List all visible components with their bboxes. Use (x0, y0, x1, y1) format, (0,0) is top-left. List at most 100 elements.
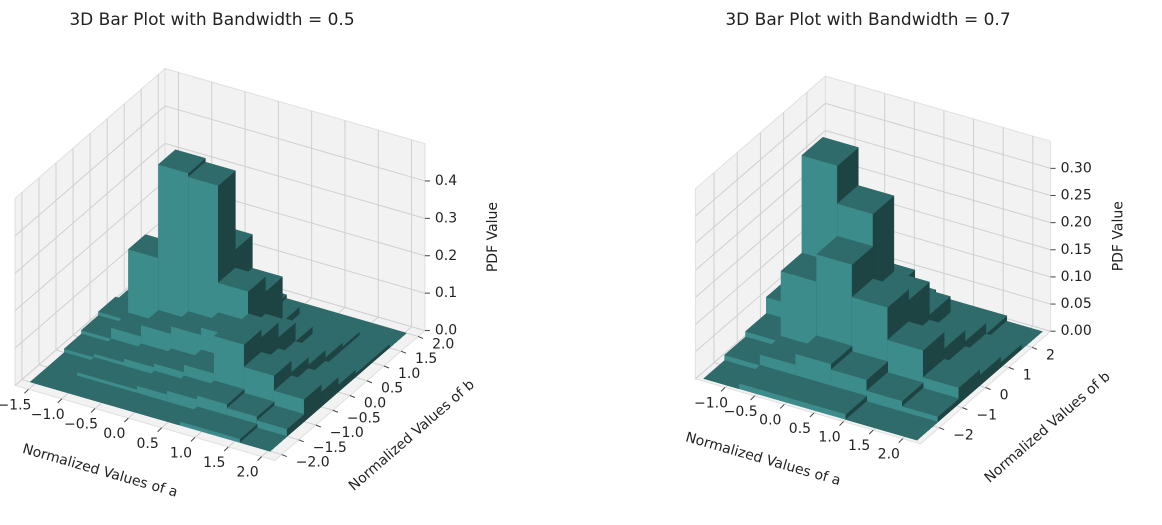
x-tick (190, 437, 196, 442)
y-tick-label: 0.5 (381, 381, 403, 397)
y-tick-label: 1.0 (398, 366, 420, 382)
bar-top (795, 335, 853, 365)
x-tick (257, 456, 262, 461)
y-tick-label: −1.0 (330, 425, 364, 441)
y-tick-label: 2 (1046, 347, 1055, 363)
z-tick-label: 0.00 (1061, 323, 1092, 339)
x-tick-label: 1.0 (170, 445, 192, 461)
bar-top (196, 380, 245, 405)
grid-line (825, 157, 1051, 224)
x-tick-label: −1.0 (31, 407, 65, 423)
bar-top (157, 149, 206, 174)
bar-top (922, 358, 981, 388)
grid-line (14, 142, 166, 274)
grid-line (14, 180, 166, 312)
bar-top (880, 411, 939, 441)
x-tick (720, 386, 726, 392)
x-tick (839, 421, 844, 426)
x-tick-label: −0.5 (64, 417, 98, 433)
bar-top (836, 185, 895, 215)
grid-line (14, 105, 166, 237)
y-tick-label: −2 (953, 428, 974, 444)
z-tick-label: 0.20 (1061, 215, 1092, 231)
z-tick-label: 0.1 (435, 285, 457, 301)
x-tick (90, 408, 96, 413)
grid-line (164, 142, 426, 219)
y-tick-label: 0 (1000, 388, 1009, 404)
bar-top (239, 427, 288, 452)
y-tick (400, 350, 407, 354)
z-tick-label: 0.0 (435, 323, 457, 339)
x-tick-label: 0.5 (789, 421, 811, 437)
y-tick-label: 2.0 (432, 336, 454, 352)
bar-top (213, 320, 262, 345)
y-tick-label: −0.5 (347, 410, 381, 426)
x-tick-label: 1.0 (818, 430, 840, 446)
x-tick-label: 0.0 (759, 412, 781, 428)
z-tick-label: 0.30 (1061, 160, 1092, 176)
z-tick-label: 0.3 (435, 210, 457, 226)
bar-top (830, 351, 889, 380)
bar-top (901, 387, 960, 417)
grid-line (695, 130, 826, 244)
x-tick (898, 438, 904, 444)
x-tick (157, 427, 163, 433)
z-axis-label: PDF Value (485, 202, 501, 272)
x-tick-label: −0.5 (724, 404, 758, 420)
grid-line (164, 105, 426, 182)
y-tick (298, 439, 304, 443)
chart-title: 3D Bar Plot with Bandwidth = 0.5 (69, 10, 354, 30)
bar-top (209, 415, 258, 440)
z-tick-label: 0.25 (1061, 187, 1092, 203)
y-tick (332, 409, 339, 413)
y-tick (1031, 346, 1038, 350)
bar-top (256, 405, 305, 430)
z-axis-label: PDF Value (1111, 201, 1127, 271)
bar-top (801, 136, 859, 166)
y-tick (962, 407, 968, 411)
z-tick-label: 0.2 (435, 248, 457, 264)
y-tick-label: −1 (976, 408, 997, 424)
bar-top (243, 351, 292, 376)
z-tick-label: 0.15 (1061, 242, 1092, 258)
x-tick (750, 395, 756, 401)
bar-top (887, 321, 945, 351)
y-tick-label: 0.0 (364, 396, 386, 412)
y-axis-label: Normalized Values of b (982, 369, 1114, 487)
x-tick (57, 398, 63, 404)
x-tick (779, 404, 785, 409)
z-tick-label: 0.10 (1061, 269, 1092, 285)
y-tick (417, 335, 424, 339)
y-tick (349, 395, 356, 398)
grid-line (825, 130, 1051, 196)
grid-line (825, 102, 1051, 169)
bar-top (226, 392, 275, 417)
bar-top (816, 235, 874, 265)
y-tick-label: 1 (1023, 367, 1032, 383)
bar-top (851, 278, 910, 308)
z-tick-label: 0.05 (1061, 296, 1092, 312)
y-axis-label: Normalized Values of b (346, 377, 478, 495)
x-tick (123, 417, 129, 423)
x-tick (24, 388, 29, 394)
bar-top (809, 385, 868, 415)
x-tick-label: −1.0 (694, 395, 728, 411)
x-tick-label: −1.5 (0, 397, 31, 413)
x-tick-label: 2.0 (878, 447, 900, 463)
x-tick-label: 2.0 (236, 465, 258, 481)
y-tick (938, 427, 945, 431)
z-tick-label: 0.4 (435, 173, 457, 189)
x-tick (868, 429, 874, 435)
bar-top (187, 161, 236, 186)
x-tick (809, 412, 815, 418)
y-tick (366, 380, 373, 384)
y-tick (315, 424, 321, 428)
y-tick (1008, 366, 1014, 370)
x-tick (223, 446, 229, 452)
bar-top (866, 372, 924, 402)
bar-top (273, 375, 322, 400)
y-tick-label: 1.5 (415, 351, 437, 367)
x-tick-label: 0.0 (103, 426, 125, 442)
